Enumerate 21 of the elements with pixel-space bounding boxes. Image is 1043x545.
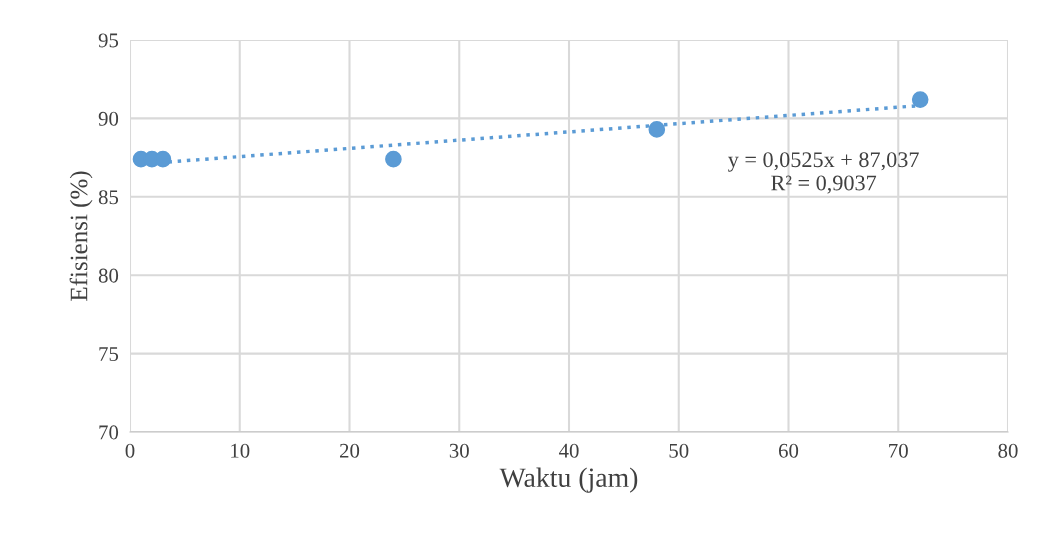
annotation: y = 0,0525x + 87,037 R² = 0,9037 (728, 152, 919, 194)
x-tick-label: 30 (449, 443, 469, 458)
point (385, 150, 402, 168)
x-tick-label: 10 (231, 443, 250, 458)
x-tick-label: 60 (778, 443, 799, 458)
x-axis-title: Waktu (jam) (499, 467, 638, 493)
x-tick-label: 50 (669, 443, 689, 458)
y-tick-label: 90 (98, 111, 119, 126)
x-tick-label: 70 (889, 443, 908, 458)
y-tick-label: 70 (99, 425, 119, 440)
y-tick-label: 85 (98, 190, 119, 205)
x-tick-label: 0 (125, 443, 135, 458)
x-tick-label: 40 (558, 443, 579, 458)
point (648, 121, 666, 138)
point (911, 91, 929, 108)
y-tick-label: 80 (98, 268, 119, 283)
x-tick-label: 80 (998, 443, 1018, 458)
y-tick-label: 75 (99, 347, 119, 362)
y-tick-label: 95 (98, 33, 119, 48)
y-axis-title: Efisiensi (%) (69, 171, 93, 301)
x-tick-label: 20 (340, 443, 360, 458)
